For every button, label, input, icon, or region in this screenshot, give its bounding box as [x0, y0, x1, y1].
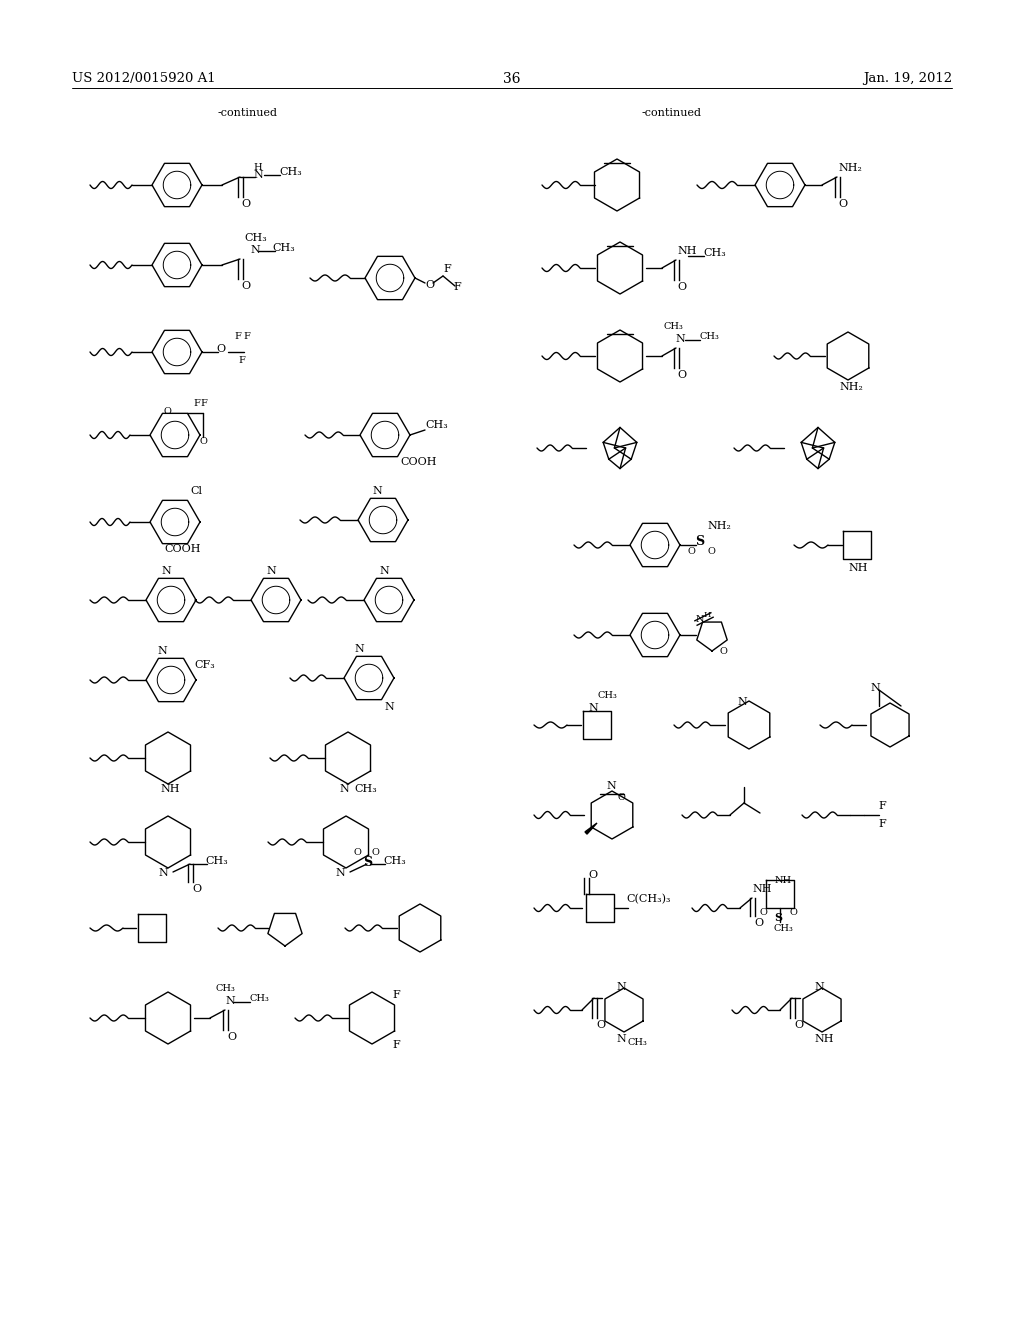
Text: N: N [339, 784, 349, 795]
Text: O: O [618, 793, 626, 803]
Text: N: N [250, 246, 260, 255]
Text: N: N [814, 982, 823, 993]
Text: -continued: -continued [642, 108, 702, 117]
Text: N: N [616, 1034, 626, 1044]
Text: CH₃: CH₃ [249, 994, 269, 1003]
Text: O: O [216, 345, 225, 354]
Text: N: N [161, 566, 171, 576]
Text: O: O [241, 281, 250, 290]
Text: CH₃: CH₃ [205, 855, 227, 866]
Text: O: O [241, 199, 250, 209]
Text: CF₃: CF₃ [194, 660, 215, 671]
Text: -continued: -continued [218, 108, 278, 117]
Text: F: F [193, 399, 200, 408]
Text: NH: NH [775, 876, 793, 884]
Text: CH₃: CH₃ [279, 168, 302, 177]
Text: N: N [588, 704, 598, 713]
Text: O: O [425, 280, 434, 290]
Text: CH₃: CH₃ [703, 248, 726, 257]
Text: F: F [443, 264, 451, 275]
Text: CH₃: CH₃ [699, 333, 719, 341]
Text: O: O [227, 1032, 237, 1041]
Text: F: F [238, 356, 245, 366]
Text: O: O [353, 847, 360, 857]
Text: F: F [392, 1040, 399, 1049]
Text: CH₃: CH₃ [215, 983, 234, 993]
Text: CH₃: CH₃ [664, 322, 684, 331]
Text: N: N [606, 781, 615, 791]
Text: CH₃: CH₃ [425, 420, 447, 430]
Text: NH: NH [160, 784, 179, 795]
Polygon shape [585, 822, 597, 834]
Text: N: N [266, 566, 275, 576]
Text: F: F [392, 990, 399, 1001]
Text: N: N [616, 982, 626, 993]
Text: H: H [705, 611, 712, 619]
Text: N: N [675, 334, 685, 345]
Text: N: N [372, 486, 382, 496]
Text: NH₂: NH₂ [839, 381, 863, 392]
Text: O: O [687, 546, 695, 556]
Text: O: O [720, 647, 728, 656]
Text: O: O [163, 407, 171, 416]
Text: F: F [200, 399, 207, 408]
Text: CH₃: CH₃ [244, 234, 266, 243]
Text: N: N [253, 170, 263, 180]
Text: O: O [588, 870, 597, 880]
Text: N: N [158, 869, 168, 878]
Text: NH: NH [752, 884, 771, 894]
Text: F: F [878, 818, 886, 829]
Text: CH₃: CH₃ [354, 784, 377, 795]
Text: S: S [695, 535, 705, 548]
Text: O: O [790, 908, 798, 917]
Text: N: N [354, 644, 364, 653]
Text: F: F [453, 282, 461, 292]
Text: O: O [754, 917, 763, 928]
Text: CH₃: CH₃ [272, 243, 295, 253]
Text: Cl: Cl [190, 486, 202, 496]
Text: C(CH₃)₃: C(CH₃)₃ [626, 894, 671, 904]
Text: NH: NH [677, 246, 696, 256]
Text: NH₂: NH₂ [707, 521, 731, 531]
Text: N: N [696, 615, 705, 624]
Text: N: N [737, 697, 746, 708]
Text: O: O [372, 847, 380, 857]
Text: CH₃: CH₃ [774, 924, 794, 933]
Text: S: S [362, 855, 372, 869]
Text: O: O [677, 282, 686, 292]
Text: O: O [838, 199, 847, 209]
Text: N: N [225, 997, 234, 1006]
Text: O: O [677, 370, 686, 380]
Text: F: F [878, 801, 886, 810]
Text: NH: NH [814, 1034, 834, 1044]
Text: O: O [596, 1020, 605, 1030]
Text: COOH: COOH [400, 457, 436, 467]
Text: F: F [234, 333, 241, 341]
Text: S: S [774, 912, 782, 923]
Text: CH₃: CH₃ [598, 690, 617, 700]
Text: COOH: COOH [164, 544, 201, 554]
Text: H: H [253, 162, 261, 172]
Text: CH₃: CH₃ [383, 855, 406, 866]
Text: NH: NH [848, 564, 867, 573]
Text: O: O [200, 437, 208, 446]
Text: CH₃: CH₃ [628, 1038, 648, 1047]
Text: N: N [335, 869, 345, 878]
Text: N: N [379, 566, 389, 576]
Text: N: N [384, 702, 394, 711]
Text: O: O [193, 884, 201, 894]
Text: N: N [870, 682, 880, 693]
Text: O: O [760, 908, 768, 917]
Text: N: N [157, 645, 167, 656]
Text: F: F [243, 333, 250, 341]
Text: O: O [707, 546, 715, 556]
Text: NH₂: NH₂ [838, 162, 862, 173]
Text: O: O [794, 1020, 803, 1030]
Text: Jan. 19, 2012: Jan. 19, 2012 [863, 73, 952, 84]
Text: 36: 36 [503, 73, 521, 86]
Text: US 2012/0015920 A1: US 2012/0015920 A1 [72, 73, 216, 84]
